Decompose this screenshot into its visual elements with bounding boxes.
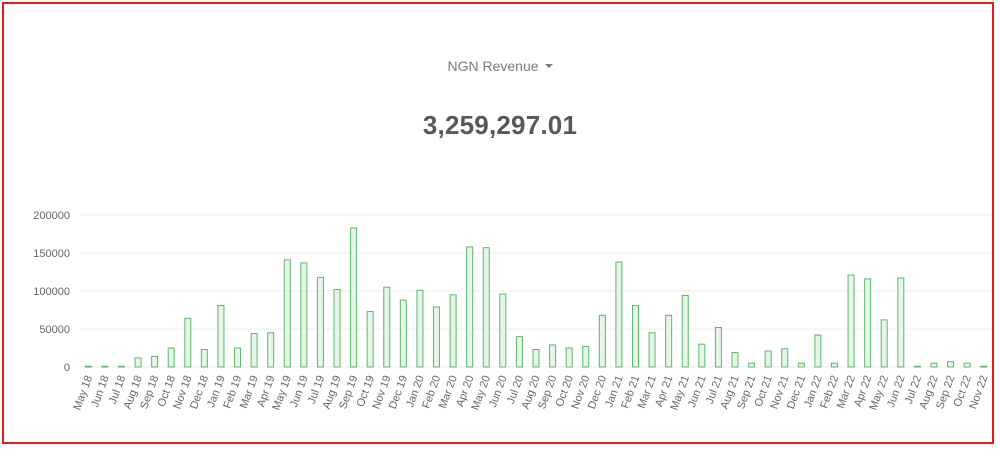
- y-tick-label: 100000: [33, 286, 70, 298]
- bar: [830, 362, 838, 368]
- bar: [864, 278, 872, 368]
- bar: [466, 246, 474, 368]
- bar: [947, 361, 955, 368]
- bar: [814, 334, 822, 368]
- bar: [217, 304, 225, 368]
- bar: [350, 227, 358, 368]
- bar: [134, 357, 142, 368]
- bar: [847, 274, 855, 368]
- bar: [565, 347, 573, 368]
- bar: [648, 332, 656, 368]
- bar: [383, 286, 391, 368]
- bar: [714, 326, 722, 368]
- bar: [515, 336, 523, 368]
- chart-card-frame: [2, 2, 994, 444]
- bar: [366, 311, 374, 368]
- bar: [167, 347, 175, 368]
- bar: [913, 365, 921, 368]
- bar: [499, 293, 507, 368]
- bar: [532, 349, 540, 368]
- bar: [449, 294, 457, 368]
- bar: [84, 365, 92, 368]
- bar: [748, 362, 756, 368]
- bar: [631, 304, 639, 368]
- bar: [200, 349, 208, 368]
- bar: [433, 306, 441, 368]
- bar: [399, 299, 407, 368]
- bar: [234, 347, 242, 368]
- y-tick-label: 200000: [33, 210, 70, 222]
- bar: [482, 247, 490, 368]
- bar: [615, 261, 623, 368]
- bar: [930, 362, 938, 368]
- y-tick-label: 50000: [39, 324, 70, 336]
- bar: [897, 277, 905, 368]
- bar: [764, 350, 772, 368]
- bar: [283, 259, 291, 368]
- bar: [549, 344, 557, 368]
- y-tick-label: 0: [64, 362, 70, 374]
- bar: [698, 343, 706, 368]
- bar: [880, 319, 888, 368]
- bar: [316, 276, 324, 368]
- y-tick-label: 150000: [33, 248, 70, 260]
- caret-down-icon: [544, 64, 553, 69]
- bar: [598, 314, 606, 368]
- metric-selector[interactable]: NGN Revenue: [0, 58, 1000, 74]
- bar: [333, 288, 341, 368]
- bar: [250, 333, 258, 368]
- bar: [781, 348, 789, 368]
- bar: [980, 365, 988, 368]
- bar: [731, 352, 739, 368]
- bar: [582, 345, 590, 368]
- bar: [267, 332, 275, 368]
- bar: [681, 295, 689, 368]
- bar: [117, 365, 125, 368]
- bar: [101, 365, 109, 368]
- bar: [300, 262, 308, 368]
- bar: [963, 362, 971, 368]
- bar: [665, 314, 673, 368]
- metric-label: NGN Revenue: [447, 58, 539, 74]
- bar: [151, 355, 159, 368]
- bar: [184, 317, 192, 368]
- bar: [416, 289, 424, 368]
- total-value: 3,259,297.01: [422, 110, 578, 140]
- bar: [797, 362, 805, 368]
